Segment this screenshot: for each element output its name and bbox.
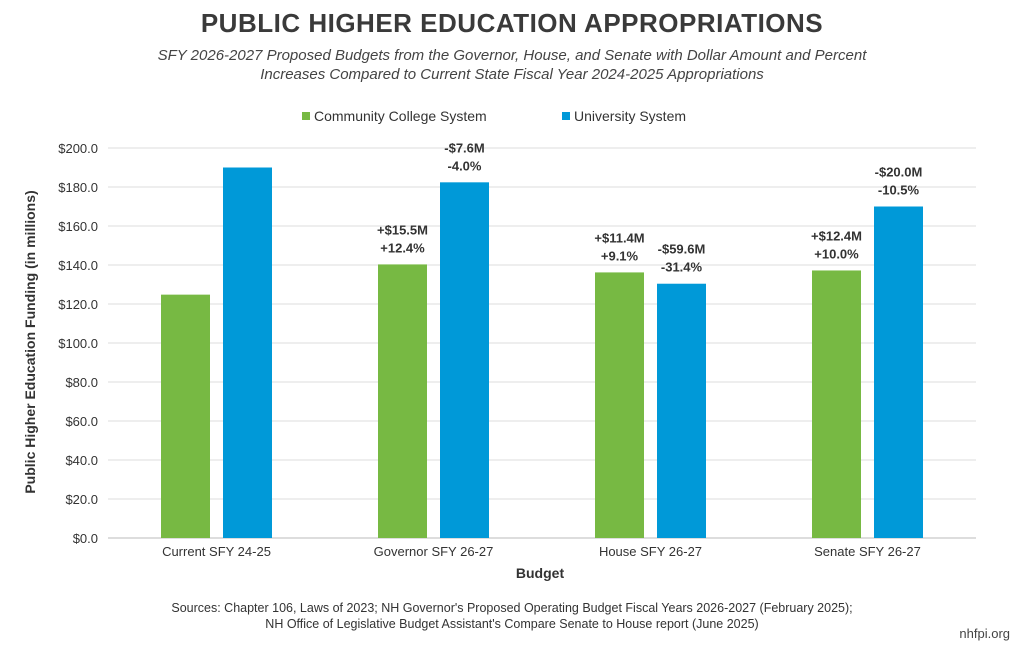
data-label: -$7.6M <box>444 140 484 155</box>
sources-line-2: NH Office of Legislative Budget Assistan… <box>265 617 759 631</box>
y-tick-label: $120.0 <box>58 297 98 312</box>
bar-labels: +$15.5M +12.4% -$7.6M -4.0% +$11.4M +9.1% -$59… <box>377 140 922 274</box>
y-tick-label: $160.0 <box>58 219 98 234</box>
x-axis-ticks: Current SFY 24-25 Governor SFY 26-27 House… <box>162 544 921 559</box>
data-label: -10.5% <box>878 183 920 198</box>
bar <box>657 283 706 538</box>
legend-swatch-university <box>562 112 570 120</box>
data-label: -31.4% <box>661 260 703 275</box>
y-tick-label: $140.0 <box>58 258 98 273</box>
bar <box>874 206 923 538</box>
chart-title: PUBLIC HIGHER EDUCATION APPROPRIATIONS <box>200 8 824 38</box>
y-axis-ticks: $0.0 $20.0 $40.0 $60.0 $80.0 $100.0 $120.0 $140… <box>58 141 98 546</box>
y-axis-label: Public Higher Education Funding (in mill… <box>22 190 38 493</box>
subtitle-line-1: SFY 2026-2027 Proposed Budgets from the … <box>157 47 867 64</box>
site-credit: nhfpi.org <box>959 626 1010 641</box>
subtitle-line-2: Increases Compared to Current State Fisc… <box>260 66 764 83</box>
sources-note: Sources: Chapter 106, Laws of 2023; NH G… <box>0 600 1024 632</box>
x-tick-label: Senate SFY 26-27 <box>814 544 921 559</box>
y-tick-label: $0.0 <box>73 531 98 546</box>
data-label: +10.0% <box>814 246 859 261</box>
y-tick-label: $60.0 <box>65 414 98 429</box>
data-label: -4.0% <box>448 158 482 173</box>
y-tick-label: $180.0 <box>58 180 98 195</box>
legend-label-community-college: Community College System <box>314 108 487 124</box>
data-label: +12.4% <box>380 240 425 255</box>
legend-label-university: University System <box>574 108 687 124</box>
x-tick-label: Governor SFY 26-27 <box>374 544 494 559</box>
sources-line-1: Sources: Chapter 106, Laws of 2023; NH G… <box>171 601 853 615</box>
chart-subtitle: SFY 2026-2027 Proposed Budgets from the … <box>112 46 912 84</box>
x-tick-label: House SFY 26-27 <box>599 544 702 559</box>
bar <box>812 270 861 538</box>
x-tick-label: Current SFY 24-25 <box>162 544 271 559</box>
bar <box>440 182 489 538</box>
y-tick-label: $40.0 <box>65 453 98 468</box>
bar <box>223 167 272 538</box>
bars <box>161 167 923 538</box>
y-tick-label: $80.0 <box>65 375 98 390</box>
legend-item-community-college: Community College System <box>302 108 487 124</box>
y-tick-label: $100.0 <box>58 336 98 351</box>
bar <box>595 272 644 538</box>
y-tick-label: $200.0 <box>58 141 98 156</box>
data-label: -$20.0M <box>875 165 923 180</box>
legend-swatch-community-college <box>302 112 310 120</box>
data-label: +9.1% <box>601 248 639 263</box>
x-axis-label: Budget <box>516 565 565 581</box>
legend-item-university: University System <box>562 108 686 124</box>
bar <box>161 294 210 538</box>
data-label: -$59.6M <box>658 242 706 257</box>
data-label: +$12.4M <box>811 228 862 243</box>
y-tick-label: $20.0 <box>65 492 98 507</box>
data-label: +$11.4M <box>594 230 644 245</box>
data-label: +$15.5M <box>377 222 428 237</box>
bar <box>378 264 427 538</box>
